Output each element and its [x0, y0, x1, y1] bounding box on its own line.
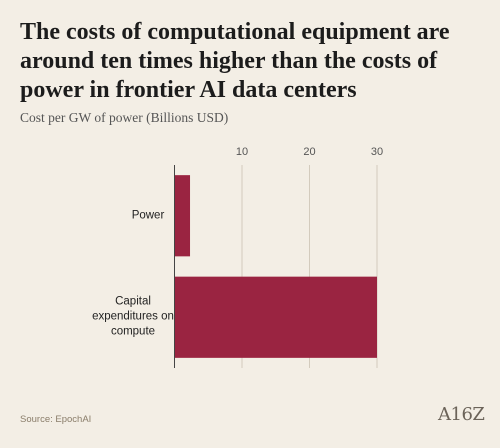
- logo: A16Z: [438, 404, 485, 425]
- chart-subtitle: Cost per GW of power (Billions USD): [20, 110, 229, 125]
- x-tick-label: 20: [303, 146, 315, 158]
- source: Source: EpochAI: [20, 414, 92, 425]
- chart-title: The costs of computational equipment are…: [20, 19, 450, 103]
- x-tick-label: 30: [371, 146, 383, 158]
- y-tick-label: Capital expenditures on compute: [92, 295, 174, 338]
- y-tick-label: Power: [131, 209, 165, 222]
- bar: [174, 175, 191, 257]
- x-tick-label: 10: [236, 146, 248, 158]
- bar: [174, 276, 377, 358]
